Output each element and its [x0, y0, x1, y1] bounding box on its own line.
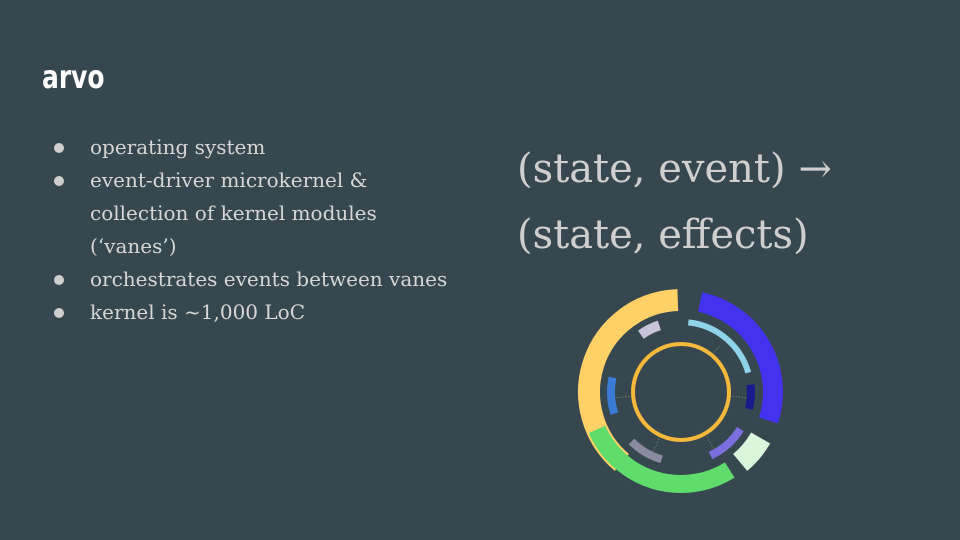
rings-group — [578, 289, 783, 493]
ring-segment-middle-grey — [628, 438, 663, 464]
ring-connector-line — [712, 345, 720, 355]
bullet-dot-icon — [54, 176, 64, 186]
bullet-text: kernel is ~1,000 LoC — [90, 300, 305, 324]
bullet-text: collection of kernel modules — [90, 201, 377, 225]
state-formula: (state, event) → (state, effects) — [517, 136, 832, 268]
ring-segment-middle-blue — [607, 376, 619, 415]
ring-segment-middle-violet — [708, 426, 744, 460]
ring-segment-middle-lavender — [637, 320, 662, 339]
bullet-text: orchestrates events between vanes — [90, 267, 448, 291]
bullet-text: (‘vanes’) — [90, 234, 177, 258]
ring-segment-outer-blue — [697, 292, 783, 424]
bullet-text: operating system — [90, 135, 266, 159]
bullet-dot-icon — [54, 308, 64, 318]
ring-segment-outer-green — [588, 425, 735, 493]
ring-segment-outer-mint — [732, 432, 771, 471]
ring-connector-line — [705, 434, 714, 449]
slide-title: arvo — [42, 58, 105, 96]
ring-connector-line — [616, 395, 633, 399]
formula-line: (state, effects) — [517, 212, 809, 258]
ring-connector-line — [653, 436, 661, 452]
ring-connector-line — [729, 395, 746, 399]
bullet-text: event-driver microkernel & — [90, 168, 368, 192]
bullet-item: operating system — [50, 131, 470, 164]
bullet-dot-icon — [54, 143, 64, 153]
formula-line: (state, event) → — [517, 146, 832, 192]
bullet-list: operating system event-driver microkerne… — [50, 131, 470, 329]
bullet-dot-icon — [54, 275, 64, 285]
bullet-item: kernel is ~1,000 LoC — [50, 296, 470, 329]
concentric-rings-graphic — [578, 289, 783, 493]
bullet-item: orchestrates events between vanes — [50, 263, 470, 296]
ring-segment-middle-lightblue — [687, 319, 752, 374]
ring-center-circle — [631, 342, 731, 442]
bullet-item: event-driver microkernel & collection of… — [50, 164, 470, 263]
ring-segment-middle-navy — [745, 384, 755, 410]
